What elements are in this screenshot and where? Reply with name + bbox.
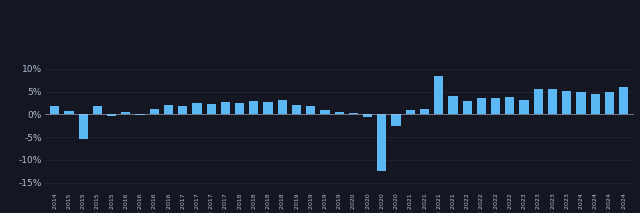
Bar [50,106,60,114]
Bar [79,114,88,139]
Bar [477,98,486,114]
Bar [306,106,316,114]
Bar [65,111,74,114]
Bar [577,92,586,114]
Bar [534,89,543,114]
Bar [136,114,145,115]
Bar [278,100,287,114]
Bar [107,114,116,116]
Bar [491,98,500,114]
Bar [193,103,202,114]
Bar [520,100,529,114]
Bar [619,87,628,114]
Bar [249,101,259,114]
Bar [178,106,188,114]
Bar [406,110,415,114]
Bar [449,96,458,114]
Bar [420,109,429,114]
Bar [562,91,572,114]
Bar [392,114,401,126]
Bar [321,110,330,114]
Bar [377,114,387,171]
Bar [335,112,344,114]
Bar [207,104,216,114]
Bar [363,114,372,117]
Bar [505,97,515,114]
Bar [349,113,358,114]
Bar [235,103,244,114]
Bar [434,76,444,114]
Bar [264,102,273,114]
Bar [93,106,102,114]
Bar [121,112,131,114]
Bar [292,105,301,114]
Bar [463,101,472,114]
Bar [150,109,159,114]
Bar [605,92,614,114]
Bar [221,102,230,114]
Bar [548,89,557,114]
Bar [164,105,173,114]
Bar [591,94,600,114]
